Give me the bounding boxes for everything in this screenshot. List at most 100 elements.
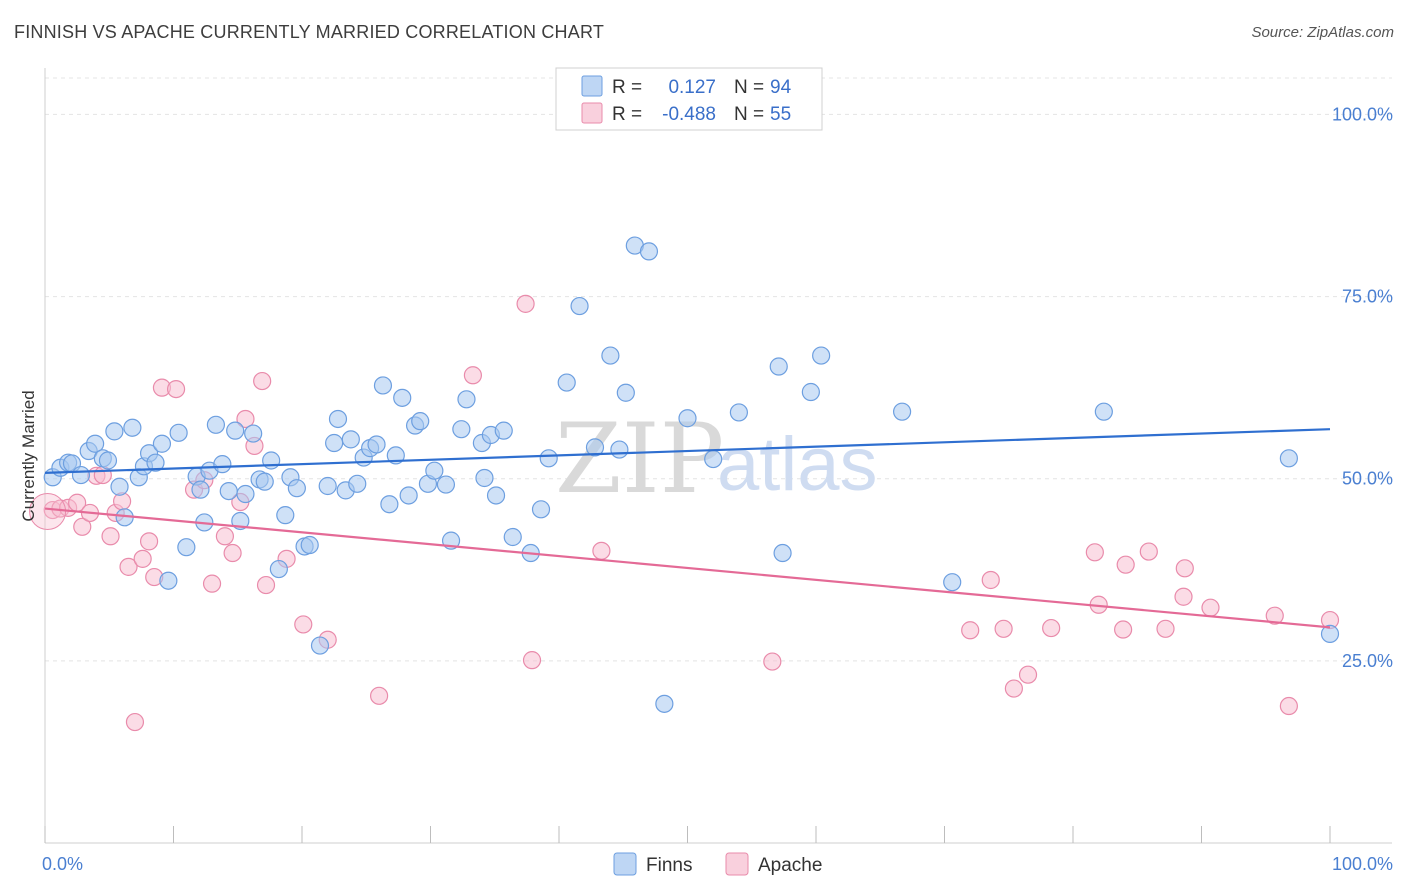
stats-legend: R = 0.127 N = 94 R = -0.488 N = 55 [555, 67, 823, 131]
apache-point [592, 541, 611, 560]
finns-r-label: R = [612, 77, 642, 98]
finns-point [585, 438, 605, 457]
finns-point [1320, 624, 1340, 644]
finns-point [1279, 449, 1298, 468]
finns-point [110, 477, 129, 496]
apache-point [125, 712, 145, 732]
finns-point [769, 357, 788, 376]
watermark-atlas: atlas [717, 422, 878, 507]
apache-point [763, 652, 782, 671]
finns-point [226, 421, 245, 440]
series-finns-points [43, 236, 1340, 713]
finns-point [152, 434, 172, 453]
finns-series-swatch [613, 852, 637, 876]
axes [44, 68, 1392, 844]
finns-point [704, 449, 723, 469]
finns-point [341, 430, 360, 449]
y-tick-label: 75.0% [1342, 287, 1393, 307]
finns-point [86, 434, 105, 453]
finns-point [318, 476, 337, 496]
finns-point [399, 486, 418, 505]
finns-point [159, 571, 178, 590]
finns-point [729, 403, 749, 422]
apache-point [73, 517, 92, 536]
finns-point [475, 468, 494, 488]
apache-point [1174, 587, 1193, 606]
apache-point [1175, 559, 1194, 578]
finns-point [411, 412, 430, 431]
finns-point [570, 296, 589, 316]
finns-point [494, 421, 513, 440]
finns-point [373, 376, 393, 395]
finns-point [219, 482, 238, 501]
chart-title: FINNISH VS APACHE CURRENTLY MARRIED CORR… [14, 22, 605, 42]
apache-point [961, 621, 980, 640]
x-tick-label-max: 100.0% [1332, 854, 1393, 874]
apache-point [223, 543, 242, 563]
finns-point [531, 500, 551, 519]
apache-point [1116, 555, 1135, 574]
apache-point [1085, 543, 1104, 562]
apache-point [1201, 598, 1220, 617]
finns-point [539, 449, 558, 468]
apache-point [294, 615, 313, 634]
finns-point [255, 472, 274, 491]
apache-point [522, 651, 542, 670]
finns-point [177, 538, 196, 557]
apache-point [1139, 542, 1158, 561]
finns-point [367, 435, 386, 454]
finns-point [436, 475, 456, 494]
apache-point [1042, 618, 1061, 638]
finns-point [276, 506, 295, 525]
finns-point [678, 409, 697, 428]
apache-n-label: N = [734, 104, 764, 125]
apache-point [516, 294, 535, 313]
y-axis-label: Currently Married [19, 390, 38, 521]
apache-r-value: -0.488 [662, 104, 716, 125]
finns-point [425, 461, 444, 480]
finns-series-label: Finns [646, 855, 692, 876]
finns-point [557, 373, 576, 392]
y-tick-label: 25.0% [1342, 651, 1393, 671]
apache-point [370, 686, 389, 705]
apache-legend-swatch [581, 102, 603, 124]
apache-point [133, 549, 152, 568]
apache-point [1018, 665, 1038, 684]
finns-trend-line [44, 428, 1331, 474]
series-legend: Finns Apache [613, 852, 822, 876]
apache-point [1279, 696, 1298, 716]
finns-n-label: N = [734, 77, 764, 98]
apache-point [202, 574, 222, 593]
finns-point [812, 346, 831, 365]
finns-point [503, 527, 522, 547]
finns-point [310, 636, 330, 655]
apache-point [1004, 679, 1023, 698]
finns-point [98, 451, 118, 470]
finns-point [943, 573, 962, 592]
apache-point [215, 527, 234, 546]
finns-point [213, 455, 232, 474]
watermark: ZIP atlas [555, 403, 878, 515]
finns-point [105, 422, 124, 441]
finns-legend-swatch [581, 75, 603, 97]
x-tick-labels: 0.0% 100.0% [42, 854, 1393, 874]
finns-point [386, 446, 405, 465]
y-tick-label: 100.0% [1332, 104, 1393, 124]
finns-point [287, 479, 306, 498]
apache-r-label: R = [612, 104, 642, 125]
watermark-zip: ZIP [555, 403, 724, 515]
finns-point [892, 402, 912, 421]
finns-point [71, 465, 91, 485]
apache-point [1265, 606, 1284, 625]
finns-point [325, 433, 344, 453]
finns-point [610, 440, 629, 459]
finns-point [486, 486, 506, 505]
finns-r-value: 0.127 [668, 77, 716, 98]
apache-point [236, 409, 255, 429]
apache-point [1156, 619, 1175, 638]
finns-point [655, 694, 674, 713]
apache-point [994, 619, 1013, 638]
finns-point [639, 242, 659, 261]
source-label: Source: ZipAtlas.com [1251, 24, 1394, 41]
